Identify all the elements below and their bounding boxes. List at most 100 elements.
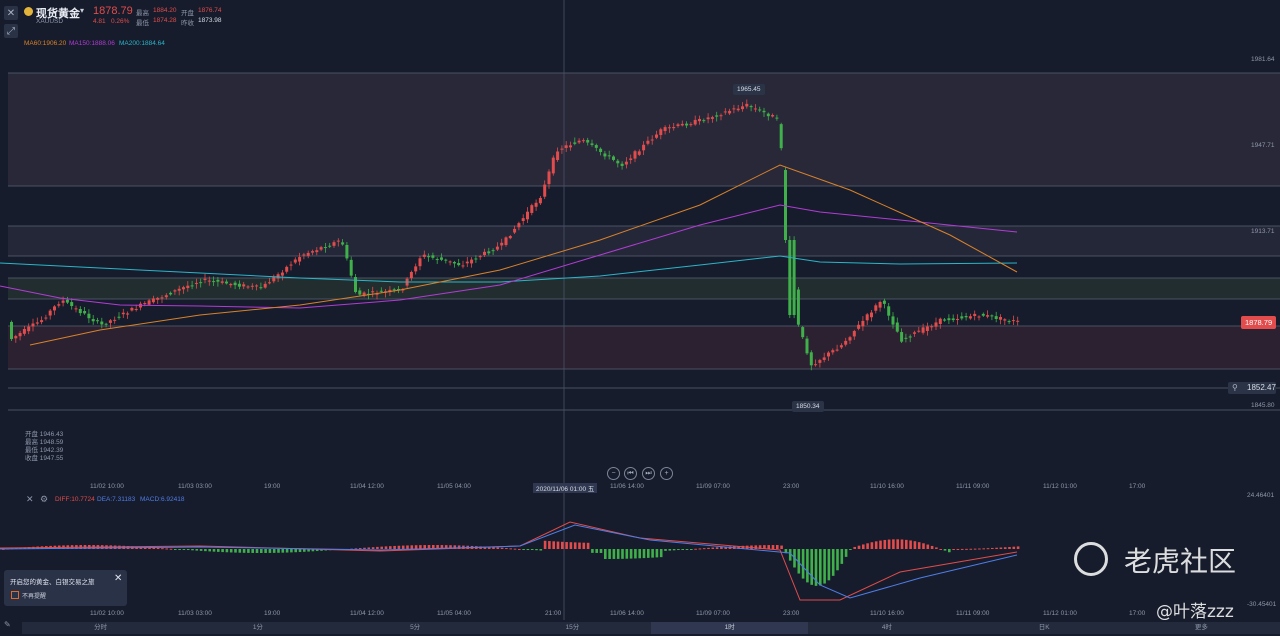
time-axis-label: 11/12 01:00 [1043,483,1077,490]
candle [40,320,44,323]
tab-timeshare[interactable]: 分时 [94,624,108,631]
step-forward-icon[interactable]: ⏭ [642,467,655,480]
toast-checkbox-label: 不再提醒 [22,594,47,600]
settings-icon[interactable]: ⚙ [40,494,49,504]
time-axis-label: 11/10 16:00 [870,483,904,490]
macd-bar [978,548,981,550]
macd-bar [616,549,620,559]
tab-5min[interactable]: 5分 [410,624,421,631]
candle [444,259,448,261]
zoom-out-icon[interactable]: − [607,467,620,480]
candle [289,264,293,266]
macd-bar [535,549,538,551]
macd-bar [165,548,168,550]
candle [637,151,641,155]
macd-bar [939,548,942,550]
macd-bar [999,547,1003,549]
close-icon[interactable]: ✕ [4,6,18,20]
tab-more[interactable]: 更多 [1194,624,1208,631]
drawing-tool-icon[interactable]: ✎ [4,620,11,629]
candle [693,119,697,125]
macd-bar [831,549,835,576]
expand-icon[interactable]: ⤢ [4,24,18,38]
candle [1003,319,1007,321]
candle [603,153,607,157]
candle [698,118,701,122]
macd-bar [862,544,865,549]
candle [762,110,766,113]
dont-remind-checkbox[interactable] [11,591,19,599]
macd-bar [737,546,740,549]
symbol-name[interactable]: 现货黄金 [36,8,80,20]
candle [1007,321,1011,323]
macd-bar [642,549,646,559]
macd-bar [672,549,676,551]
candle [465,261,469,264]
ma60-legend: MA60:1906.20 [24,40,67,47]
candle [784,170,787,240]
candle [659,129,663,136]
candle [934,322,938,327]
tab-daily[interactable]: 日K [1038,624,1050,631]
macd-bar [844,549,848,557]
macd-bar [724,546,727,549]
macd-bar [913,541,917,549]
candle [870,312,873,318]
zoom-in-icon[interactable]: + [660,467,673,480]
candle [526,211,529,220]
candle [895,322,899,332]
candle [590,143,594,145]
time-axis-label: 11/06 14:00 [610,610,644,617]
candle [418,258,422,267]
macd-bar [423,545,426,549]
macd-bar [320,549,323,551]
macd-bar [887,539,891,549]
candle [710,117,714,119]
macd-bar [290,549,293,553]
macd-bar [608,549,611,559]
low-value: 1874.28 [153,17,177,24]
candle [31,323,35,327]
prev-close-value: 1873.98 [198,17,222,24]
macd-bar [853,546,856,549]
chevron-down-icon[interactable]: ▾ [80,6,85,15]
tab-4hour[interactable]: 4时 [881,624,892,631]
price-axis-label: 1913.71 [1251,228,1275,235]
time-axis-label: 19:00 [264,610,281,617]
high-label: 最高 [136,10,149,17]
close-icon[interactable]: ✕ [26,494,34,504]
candle [190,285,194,287]
tab-1min[interactable]: 1分 [252,624,263,631]
macd-bar [586,542,590,549]
macd-bar [148,547,151,549]
macd-bar [1012,546,1016,549]
tab-15min[interactable]: 15分 [565,624,580,631]
candle [242,284,246,287]
candle [113,319,117,321]
macd-bar [836,549,839,571]
toast-close-icon[interactable]: ✕ [114,573,123,584]
candle [323,247,327,249]
candle [586,139,590,143]
macd-bar [432,545,435,549]
macd-bar [358,548,362,550]
candle [844,340,848,345]
macd-bar [879,540,882,549]
macd-bar [401,545,405,549]
candle [908,336,912,338]
time-axis-label: 11/11 09:00 [956,610,990,617]
price-change-pct: 0.26% [111,18,130,25]
alert-price-box[interactable]: ⚲ 1852.47 [1228,382,1276,394]
candle [680,123,684,126]
candle [788,240,792,315]
macd-bar [806,549,809,583]
candle [164,295,168,298]
macd-bar [260,549,263,553]
step-back-icon[interactable]: ⏮ [624,467,637,480]
macd-bar [763,545,766,549]
candle [246,286,250,288]
candle [229,283,233,286]
macd-bar [767,545,770,549]
tab-1hour[interactable]: 1时 [651,622,809,634]
